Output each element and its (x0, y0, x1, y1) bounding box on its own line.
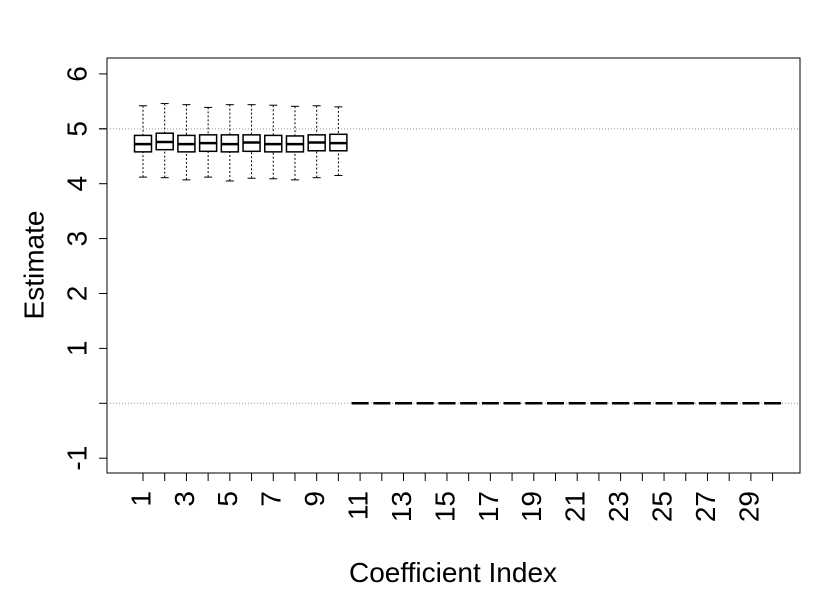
y-tick-label: 1 (61, 341, 92, 357)
y-tick-label: 5 (61, 121, 92, 137)
y-tick-label: 4 (61, 176, 92, 192)
y-tick-label: -1 (61, 446, 92, 471)
x-tick-label: 13 (386, 491, 417, 522)
y-tick-label: 2 (61, 286, 92, 302)
y-tick-label: 6 (61, 66, 92, 82)
x-tick-label: 3 (169, 491, 200, 507)
y-axis-title: Estimate (18, 211, 49, 320)
x-tick-label: 29 (733, 491, 764, 522)
x-tick-label: 19 (516, 491, 547, 522)
x-tick-label: 23 (603, 491, 634, 522)
x-tick-label: 7 (256, 491, 287, 507)
x-axis-title: Coefficient Index (349, 557, 557, 588)
plot-frame (106, 57, 801, 474)
x-tick-label: 27 (690, 491, 721, 522)
y-tick-label: 3 (61, 231, 92, 247)
x-tick-label: 21 (560, 491, 591, 522)
x-tick-label: 15 (429, 491, 460, 522)
x-tick-label: 11 (342, 491, 373, 520)
x-tick-label: 17 (473, 491, 504, 522)
x-tick-label: 1 (125, 491, 156, 507)
x-tick-label: 25 (646, 491, 677, 522)
x-tick-label: 5 (212, 491, 243, 507)
x-tick-label: 9 (299, 491, 330, 507)
